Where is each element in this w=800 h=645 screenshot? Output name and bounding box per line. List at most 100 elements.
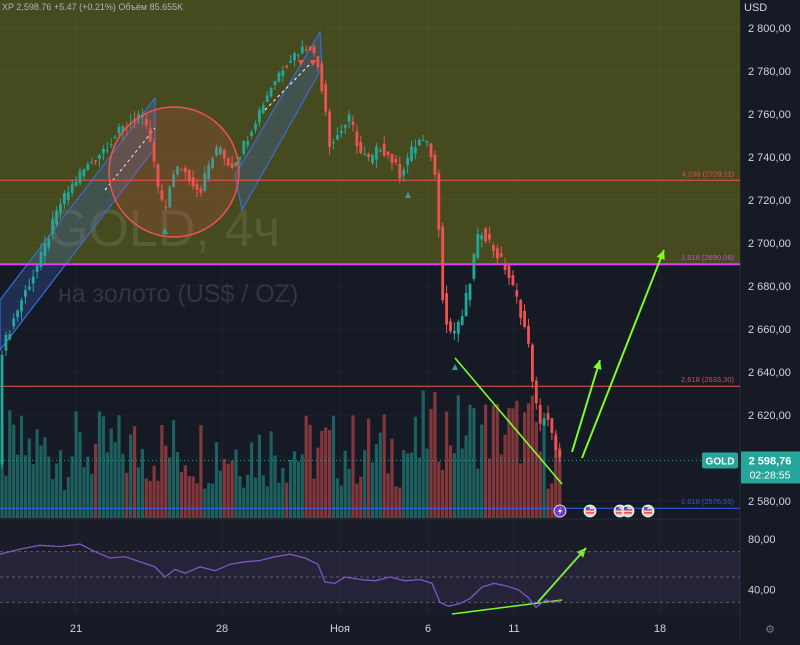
candle-body: [316, 56, 320, 68]
volume-bar: [468, 404, 472, 518]
volume-bar: [164, 445, 168, 518]
candle-body: [484, 228, 487, 242]
candle-body: [27, 286, 31, 290]
buy-marker: [452, 364, 458, 370]
volume-bar: [273, 455, 277, 518]
candle-body: [238, 157, 242, 160]
candle-body: [538, 405, 542, 424]
volume-bar: [211, 483, 215, 518]
candle-body: [414, 147, 417, 154]
candle-body: [519, 300, 523, 318]
volume-bar: [4, 475, 8, 518]
candle-body: [242, 141, 246, 154]
candle-body: [468, 284, 472, 301]
fib-level-label: 1,618 (2690,06): [681, 253, 734, 262]
candle-body: [203, 173, 207, 191]
rsi-tick-label: 80,00: [748, 534, 776, 546]
currency-button[interactable]: [740, 0, 770, 14]
volume-bar: [148, 480, 152, 518]
volume-bar: [35, 429, 39, 518]
candle-body: [4, 334, 8, 351]
candle-body: [31, 276, 35, 284]
candle-body: [304, 49, 308, 51]
candle-body: [460, 316, 464, 325]
green-arrow-rsi-head: [576, 548, 586, 558]
volume-bar: [168, 457, 172, 518]
volume-bar: [253, 477, 258, 518]
volume-bar: [152, 465, 156, 518]
volume-bar: [308, 424, 312, 518]
candle-body: [285, 65, 289, 68]
candle-body: [289, 60, 292, 63]
volume-bar: [8, 410, 12, 518]
volume-bar: [331, 415, 336, 518]
candle-body: [219, 147, 222, 155]
volume-bar: [105, 452, 109, 518]
volume-bar: [160, 425, 164, 518]
candle-body: [398, 164, 402, 179]
volume-bar: [242, 487, 246, 518]
us-flag-icon[interactable]: [641, 504, 655, 518]
volume-bar: [257, 434, 261, 518]
us-flag-icon[interactable]: [621, 504, 635, 518]
candle-body: [43, 242, 47, 257]
y-tick-label: 2 780,00: [748, 66, 791, 78]
volume-bar: [433, 392, 437, 518]
candle-body: [456, 321, 460, 334]
volume-bar: [398, 487, 402, 518]
volume-bar: [121, 453, 125, 518]
volume-bar: [109, 428, 113, 518]
candle-body: [445, 293, 448, 325]
volume-bar: [195, 483, 199, 518]
volume-bar: [367, 418, 371, 518]
volume-bar: [530, 395, 534, 518]
candle-body: [417, 139, 421, 146]
volume-bar: [511, 408, 515, 518]
y-tick-label: 2 640,00: [748, 367, 791, 379]
us-flag-stripe: [644, 509, 652, 511]
volume-bar: [175, 452, 180, 518]
volume-bar: [27, 438, 31, 518]
candle-body: [82, 169, 86, 177]
candle-body: [363, 154, 367, 156]
x-tick-label: 6: [425, 623, 431, 635]
candle-body: [273, 80, 277, 85]
candle-body: [515, 290, 519, 297]
volume-bar: [47, 456, 51, 518]
settings-icon[interactable]: ⚙: [765, 624, 775, 636]
volume-bar: [289, 459, 293, 518]
header-info: XP 2,598.76 +5.47 (+0.21%) Объём 85.655K: [2, 2, 183, 12]
candle-body: [176, 166, 179, 175]
candle-body: [66, 192, 70, 200]
candle-body: [156, 164, 160, 187]
candle-body: [144, 118, 148, 126]
candle-body: [523, 310, 526, 327]
volume-bar: [0, 424, 4, 518]
volume-bar: [12, 424, 16, 518]
us-flag-icon[interactable]: [583, 504, 597, 518]
volume-bar: [23, 455, 27, 518]
us-flag-canton: [644, 507, 648, 510]
y-tick-label: 2 660,00: [748, 324, 791, 336]
candle-body: [105, 150, 109, 152]
candle-body: [429, 143, 433, 158]
volume-bar: [281, 467, 285, 518]
us-flag-canton: [624, 507, 628, 510]
rsi-tick-label: 40,00: [748, 585, 776, 597]
volume-bar: [503, 434, 507, 518]
candle-body: [70, 184, 74, 193]
green-arrow-long: [581, 249, 665, 459]
candle-body: [488, 234, 491, 240]
volume-bar: [31, 464, 35, 518]
volume-bar: [292, 451, 297, 518]
volume-bar: [491, 405, 495, 518]
candle-body: [74, 181, 78, 186]
volume-bar: [374, 444, 378, 518]
volume-bar: [359, 476, 363, 518]
volume-bar: [328, 429, 332, 518]
candle-body: [250, 132, 253, 137]
candle-body: [351, 121, 355, 126]
candle-body: [542, 419, 546, 426]
volume-bar: [261, 475, 265, 518]
